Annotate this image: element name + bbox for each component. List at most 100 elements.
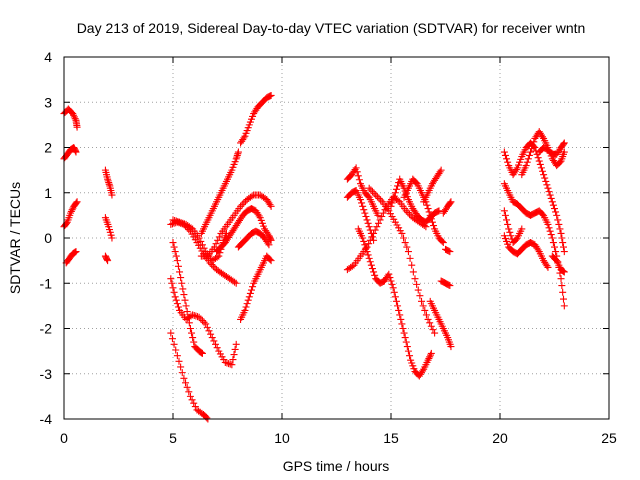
data-point: [240, 199, 248, 207]
data-point: [174, 262, 182, 270]
data-point: [524, 155, 532, 163]
data-point: [363, 216, 371, 224]
y-tick-label: 3: [44, 94, 52, 110]
data-point: [398, 320, 406, 328]
data-point: [215, 252, 223, 260]
data-point: [190, 338, 198, 346]
data-point: [419, 302, 427, 310]
data-point: [167, 220, 175, 228]
data-point: [547, 194, 555, 202]
data-point: [368, 188, 376, 196]
data-point: [231, 345, 239, 353]
data-point: [426, 353, 434, 361]
data-point: [391, 189, 399, 197]
series-track-26: [420, 166, 445, 206]
data-point: [366, 258, 374, 266]
data-point: [242, 303, 250, 311]
y-tick-label: -4: [40, 411, 53, 427]
data-point: [395, 306, 403, 314]
data-point: [425, 208, 433, 216]
data-point: [214, 236, 222, 244]
data-point: [387, 202, 395, 210]
series-track-23: [365, 184, 439, 337]
data-point: [400, 234, 408, 242]
data-point: [446, 199, 454, 207]
data-point: [191, 403, 199, 411]
data-point: [192, 312, 200, 320]
data-point: [424, 205, 432, 213]
data-point: [361, 209, 369, 217]
data-point: [545, 188, 553, 196]
data-point: [174, 303, 182, 311]
data-point: [525, 151, 533, 159]
series-track-35: [518, 128, 568, 179]
data-point: [186, 325, 194, 332]
axis-ticks: [63, 56, 610, 420]
data-point: [212, 340, 220, 348]
data-point: [439, 239, 447, 247]
data-point: [367, 229, 375, 237]
data-point: [546, 191, 554, 199]
data-point: [177, 274, 185, 282]
data-point: [368, 233, 376, 241]
data-point: [394, 302, 402, 310]
data-point: [226, 360, 234, 368]
data-point: [190, 311, 198, 319]
data-point: [238, 201, 246, 209]
data-point: [551, 243, 558, 251]
data-point: [231, 278, 239, 286]
y-tick-label: 4: [44, 49, 52, 65]
series-track-06: [101, 214, 116, 242]
data-point: [266, 201, 274, 209]
data-point: [195, 313, 203, 321]
data-point: [447, 343, 455, 351]
data-point: [416, 292, 424, 300]
data-point: [189, 334, 197, 342]
data-point: [387, 277, 395, 285]
data-point: [390, 288, 398, 296]
data-point: [372, 191, 380, 199]
y-tick-label: 1: [44, 185, 52, 201]
data-point: [544, 220, 552, 228]
data-point: [180, 291, 188, 299]
data-point: [169, 239, 177, 247]
data-point: [360, 237, 368, 245]
data-point: [187, 224, 195, 232]
data-point: [197, 315, 205, 323]
data-point: [108, 234, 116, 242]
data-point: [424, 356, 432, 364]
data-point: [504, 158, 512, 166]
data-point: [245, 293, 253, 301]
data-point: [534, 246, 542, 254]
data-point: [403, 243, 411, 251]
data-point: [560, 268, 568, 276]
data-point: [71, 115, 79, 123]
data-point: [267, 91, 275, 99]
data-point: [406, 352, 414, 360]
data-point: [523, 158, 531, 166]
data-point: [386, 274, 394, 282]
data-point: [179, 219, 187, 227]
data-point: [171, 248, 179, 256]
data-point: [436, 168, 444, 176]
data-point: [445, 247, 453, 255]
data-point: [234, 148, 242, 156]
data-point: [546, 227, 554, 235]
data-point: [529, 141, 537, 149]
data-point: [544, 184, 552, 192]
data-point: [425, 354, 433, 362]
data-point: [397, 315, 405, 323]
data-point: [365, 254, 373, 262]
data-point: [528, 145, 536, 153]
data-point: [437, 166, 445, 174]
data-point: [388, 199, 396, 207]
data-point: [367, 186, 375, 194]
y-tick-label: 2: [44, 140, 52, 156]
data-point: [446, 282, 454, 290]
data-point: [549, 239, 557, 247]
data-point: [512, 166, 520, 174]
data-point: [177, 219, 185, 227]
data-point: [409, 268, 417, 276]
data-point: [267, 202, 275, 210]
data-point: [427, 215, 435, 223]
